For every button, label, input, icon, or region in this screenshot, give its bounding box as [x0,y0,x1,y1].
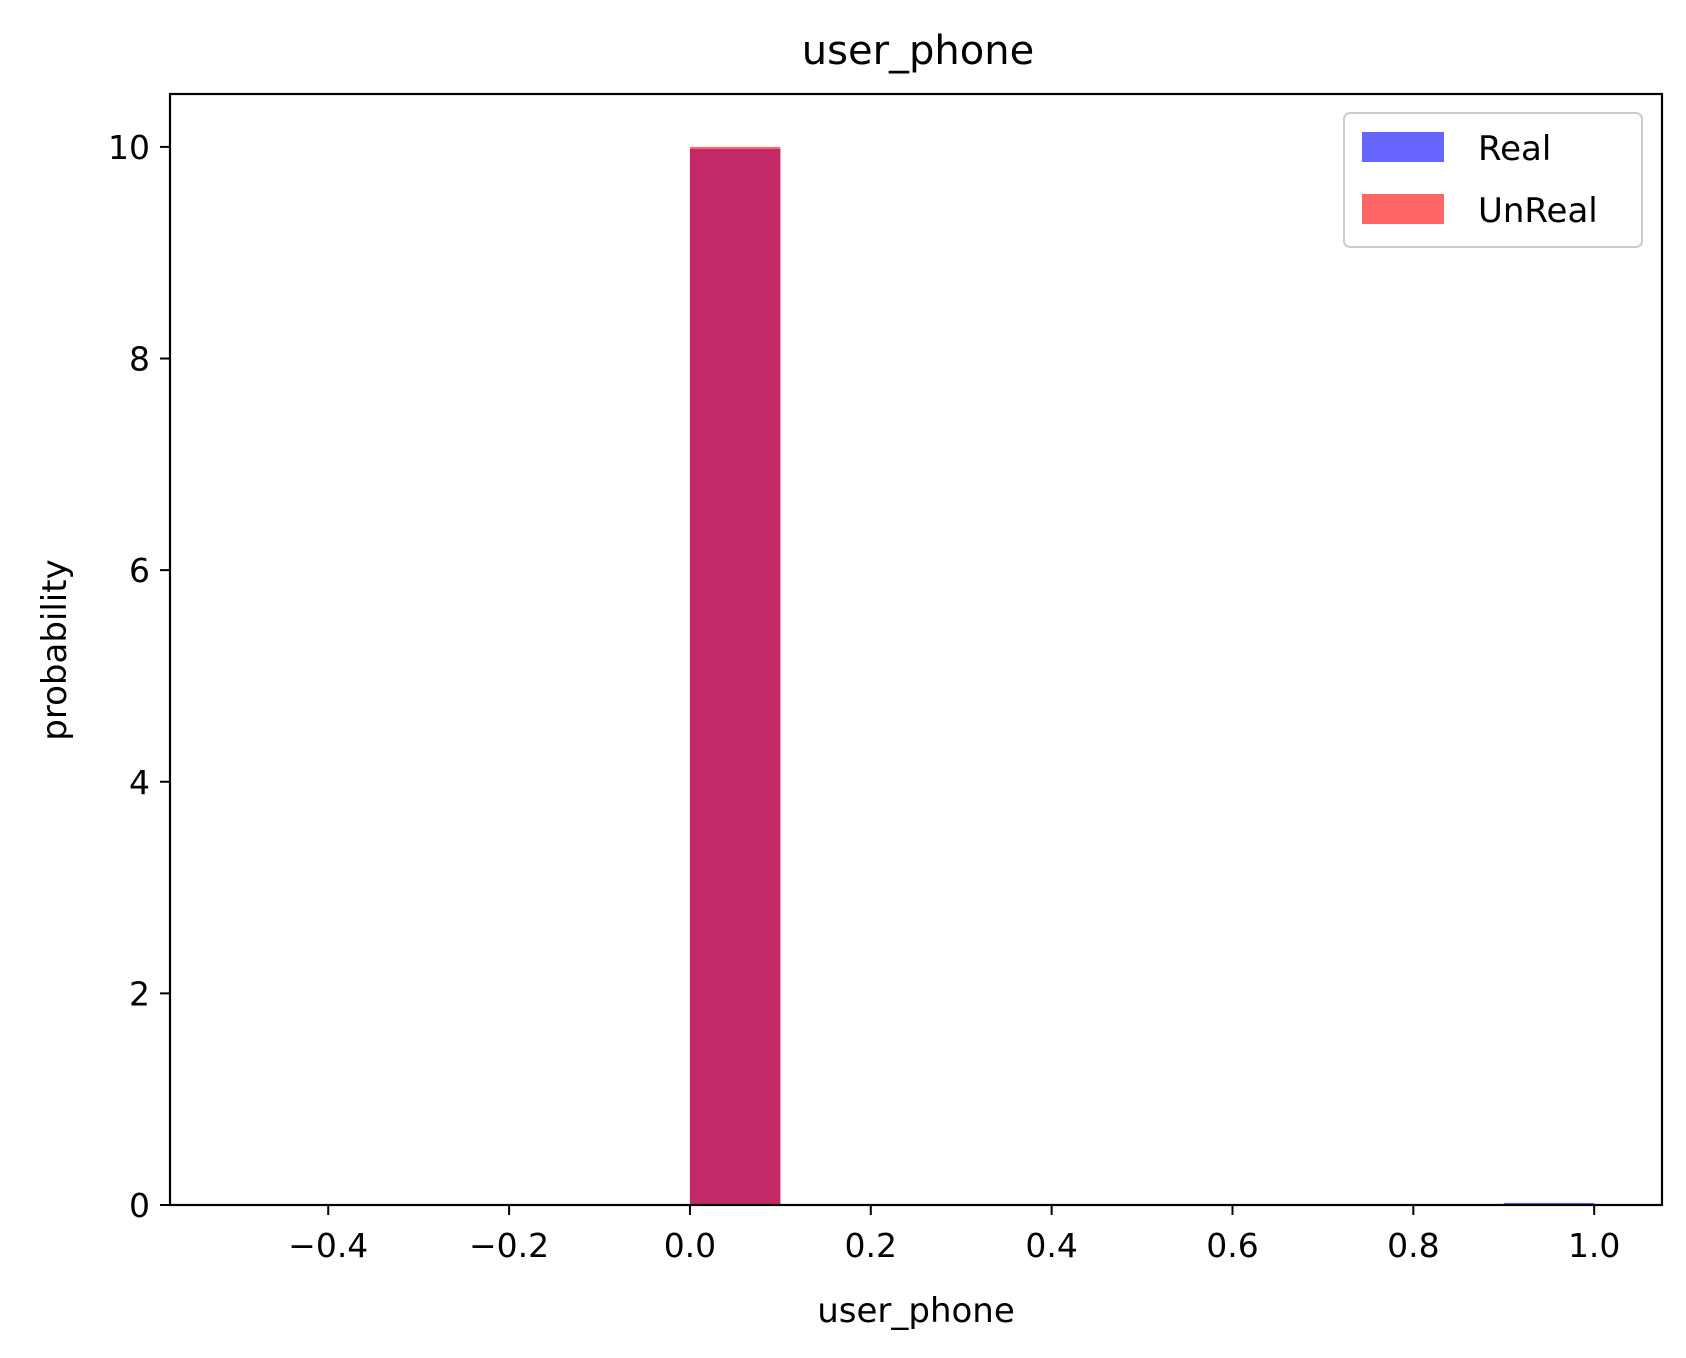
legend: Real UnReal [1343,112,1643,248]
legend-swatch-real [1362,132,1444,162]
plot-frame [168,92,1664,1207]
x-tick-label: 1.0 [1568,1226,1620,1265]
legend-label-unreal: UnReal [1478,191,1598,231]
y-tick-label: 10 [108,128,150,167]
x-tick-label: −0.2 [469,1226,549,1265]
chart-title: user_phone [802,28,1034,74]
y-axis-ticks: 0 2 4 6 8 10 [108,128,170,1225]
legend-label-real: Real [1478,129,1551,169]
y-axis-label: probability [35,559,75,740]
bars-layer [689,146,1595,1205]
y-tick-label: 4 [129,763,150,802]
x-tick-label: 0.6 [1206,1226,1258,1265]
x-tick-label: 0.8 [1387,1226,1439,1265]
x-tick-label: 0.0 [664,1226,716,1265]
x-tick-label: 0.2 [845,1226,897,1265]
y-tick-label: 0 [129,1186,150,1225]
bar-unreal-0 [689,146,781,1205]
legend-swatch-unreal [1362,194,1444,224]
y-tick-label: 6 [129,551,150,590]
y-tick-label: 8 [129,340,150,379]
x-axis-ticks: −0.4 −0.2 0.0 0.2 0.4 0.6 0.8 1.0 [288,1205,1620,1265]
x-axis-label: user_phone [817,1291,1015,1331]
x-tick-label: 0.4 [1025,1226,1077,1265]
y-tick-label: 2 [129,974,150,1013]
x-tick-label: −0.4 [288,1226,368,1265]
